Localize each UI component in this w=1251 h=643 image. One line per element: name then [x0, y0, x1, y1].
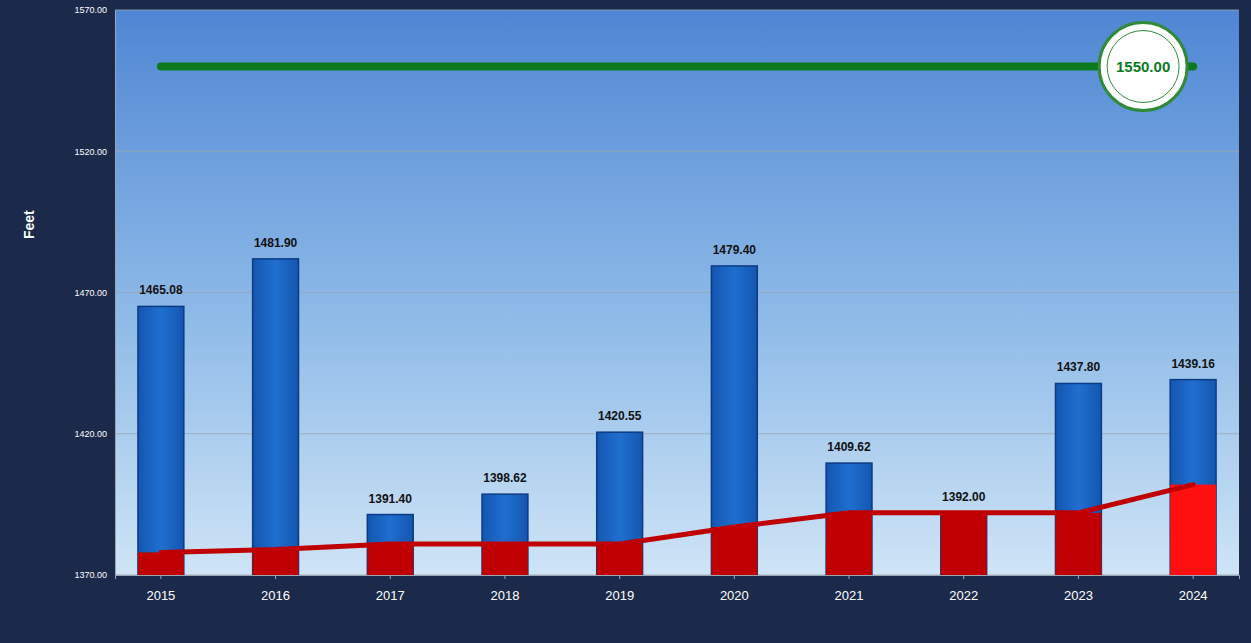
- data-label: 1479.40: [713, 243, 757, 257]
- x-tick-label: 2020: [720, 588, 749, 603]
- x-tick-label: 2019: [605, 588, 634, 603]
- chart: 1370.001420.001470.001520.001570.0020152…: [0, 0, 1251, 643]
- annotation-badge: [1099, 23, 1187, 111]
- x-tick-mark: [619, 575, 620, 579]
- bar: [253, 550, 299, 575]
- x-tick-mark: [734, 575, 735, 579]
- x-axis: 2015 2016 2017 2018 2019 2020 2021 2022 2023 2024: [116, 575, 1240, 603]
- bar-series: [138, 485, 1216, 575]
- bar-series: [138, 259, 1216, 575]
- plot: 1370.001420.001470.001520.001570.0020152…: [74, 5, 1239, 603]
- y-tick: 1470.00: [74, 288, 115, 298]
- y-axis-line: [115, 11, 116, 576]
- data-label: 1420.55: [598, 409, 642, 423]
- x-tick-label: 2017: [376, 588, 405, 603]
- y-tick-label: 1370.00: [74, 570, 107, 580]
- x-tick-mark: [390, 575, 391, 579]
- bar: [367, 544, 413, 575]
- x-tick-label: 2018: [490, 588, 519, 603]
- y-tick: 1520.00: [74, 147, 115, 157]
- y-axis-title: Feet: [21, 210, 37, 239]
- bar: [826, 513, 872, 575]
- y-tick: 1570.00: [74, 5, 115, 15]
- x-tick: 2015: [146, 575, 175, 603]
- y-axis: 1370.00 1420.00 1470.00 1520.00 1570.00: [74, 5, 115, 580]
- y-tick-label: 1570.00: [74, 5, 107, 15]
- data-label: 1391.40: [369, 492, 413, 506]
- data-label: 1481.90: [254, 236, 298, 250]
- data-label: 1409.62: [827, 440, 871, 454]
- bar: [138, 306, 184, 575]
- plot-background: [115, 10, 1239, 575]
- x-tick-label: 2022: [949, 588, 978, 603]
- annotation-label: 1550.00: [1116, 58, 1170, 75]
- background: [0, 0, 1251, 643]
- y-tick-label: 1520.00: [74, 147, 107, 157]
- x-tick: 2021: [835, 575, 864, 603]
- x-tick: 2020: [720, 575, 749, 603]
- x-tick-label: 2023: [1064, 588, 1093, 603]
- x-tick-label: 2015: [146, 588, 175, 603]
- bar: [941, 513, 987, 575]
- grid: [115, 10, 1239, 575]
- bar: [941, 513, 987, 575]
- x-tick-mark: [963, 575, 964, 579]
- x-tick-label: 2021: [835, 588, 864, 603]
- bar: [826, 463, 872, 575]
- data-label: 1398.62: [483, 471, 527, 485]
- grid-line: [115, 10, 1239, 11]
- bar: [482, 544, 528, 575]
- annotation: 1550.00: [1099, 23, 1187, 111]
- x-tick-mark: [1078, 575, 1079, 579]
- bar: [1170, 485, 1216, 575]
- data-label: 1439.16: [1171, 357, 1215, 371]
- x-tick-mark: [275, 575, 276, 579]
- y-tick-label: 1470.00: [74, 288, 107, 298]
- x-tick-label: 2024: [1179, 588, 1208, 603]
- grid-line: [115, 151, 1239, 152]
- data-label: 1465.08: [139, 283, 183, 297]
- y-tick: 1420.00: [74, 429, 115, 439]
- x-tick: 2023: [1064, 575, 1093, 603]
- bar: [711, 527, 757, 575]
- x-axis-line: [116, 576, 1240, 580]
- x-tick: 2018: [490, 575, 519, 603]
- x-tick: 2017: [376, 575, 405, 603]
- y-tick-label: 1420.00: [74, 429, 107, 439]
- bar: [1055, 383, 1101, 575]
- line: [161, 63, 1193, 71]
- x-tick: 2016: [261, 575, 290, 603]
- line: [161, 485, 1193, 553]
- bar: [253, 259, 299, 575]
- x-tick-mark: [504, 575, 505, 579]
- annotation-ring: [1107, 31, 1179, 103]
- x-tick: 2019: [605, 575, 634, 603]
- bar: [597, 432, 643, 575]
- bar: [482, 494, 528, 575]
- x-tick-mark: [849, 575, 850, 579]
- x-tick-mark: [160, 575, 161, 579]
- x-tick-label: 2016: [261, 588, 290, 603]
- bar: [1055, 513, 1101, 575]
- data-label: 1437.80: [1057, 360, 1101, 374]
- x-tick: 2022: [949, 575, 978, 603]
- bar: [138, 552, 184, 575]
- bar: [1170, 380, 1216, 575]
- x-tick: 2024: [1179, 575, 1208, 603]
- marks: [138, 67, 1216, 576]
- x-tick-mark: [1193, 575, 1194, 579]
- y-tick: 1370.00: [74, 570, 115, 580]
- data-label: 1392.00: [942, 490, 986, 504]
- bar: [597, 544, 643, 575]
- data-labels: 1465.08 1481.90 1391.40 1398.62 1420.55 1479.…: [139, 236, 1215, 506]
